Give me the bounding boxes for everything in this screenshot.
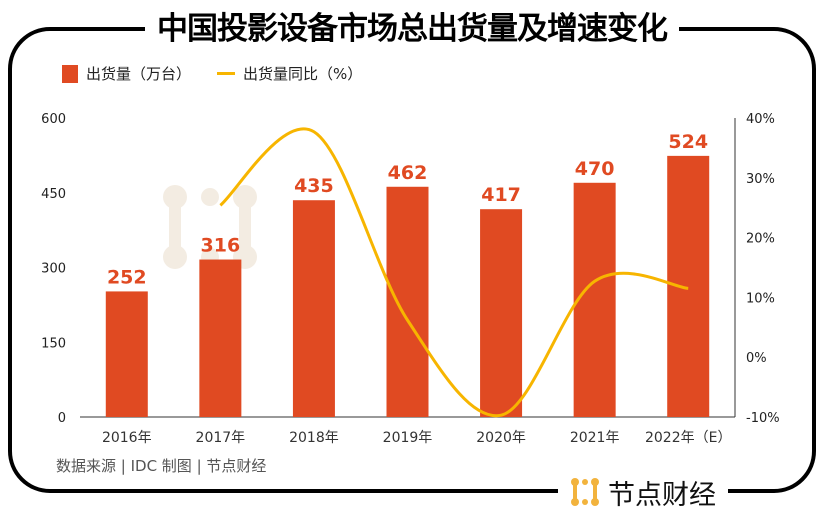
- bar-value-label: 470: [575, 158, 615, 180]
- right-tick-label: -10%: [746, 411, 780, 426]
- right-tick-label: 10%: [746, 291, 775, 306]
- bar: [386, 186, 429, 417]
- legend-bar-swatch: [62, 64, 78, 83]
- growth-line: [219, 127, 689, 418]
- legend-line-label: 出货量同比（%）: [243, 65, 363, 83]
- bar: [480, 209, 523, 417]
- logo-icon: [571, 478, 599, 506]
- legend: 出货量（万台） 出货量同比（%）: [62, 63, 362, 84]
- bar-value-label: 524: [668, 131, 708, 153]
- left-tick-label: 150: [41, 336, 66, 351]
- legend-line-swatch: [217, 72, 236, 75]
- x-tick-label: 2018年: [289, 430, 339, 446]
- right-tick-label: 40%: [746, 112, 775, 127]
- bar-value-label: 316: [201, 235, 241, 257]
- brand-logo: 节点财经: [558, 472, 728, 512]
- x-tick-label: 2020年: [476, 430, 526, 446]
- bar: [667, 155, 710, 417]
- right-tick-label: 30%: [746, 172, 775, 187]
- watermark-logo-icon: [163, 185, 257, 269]
- bar-value-label: 252: [107, 266, 147, 288]
- right-tick-label: 20%: [746, 232, 775, 247]
- data-source: 数据来源 | IDC 制图 | 节点财经: [56, 457, 267, 475]
- x-tick-label: 2017年: [196, 430, 246, 446]
- x-tick-label: 2021年: [570, 430, 620, 446]
- left-tick-label: 600: [41, 112, 66, 127]
- left-tick-label: 300: [41, 262, 66, 277]
- bar-value-label: 435: [294, 175, 334, 197]
- left-tick-label: 450: [41, 187, 66, 202]
- x-tick-label: 2019年: [383, 430, 433, 446]
- logo-text: 节点财经: [608, 479, 716, 511]
- right-tick-label: 0%: [746, 351, 767, 366]
- legend-bar-label: 出货量（万台）: [86, 65, 192, 83]
- chart-title-wrap: 中国投影设备市场总出货量及增速变化: [0, 3, 824, 48]
- bar: [292, 200, 335, 417]
- x-tick-label: 2022年（E）: [645, 430, 731, 446]
- bar-value-label: 462: [388, 162, 428, 184]
- x-tick-label: 2016年: [102, 430, 152, 446]
- bar: [105, 291, 148, 417]
- bar: [199, 259, 242, 417]
- left-tick-label: 0: [58, 411, 66, 426]
- bar: [573, 182, 616, 417]
- chart-title: 中国投影设备市场总出货量及增速变化: [145, 11, 679, 47]
- bar-value-label: 417: [481, 184, 521, 206]
